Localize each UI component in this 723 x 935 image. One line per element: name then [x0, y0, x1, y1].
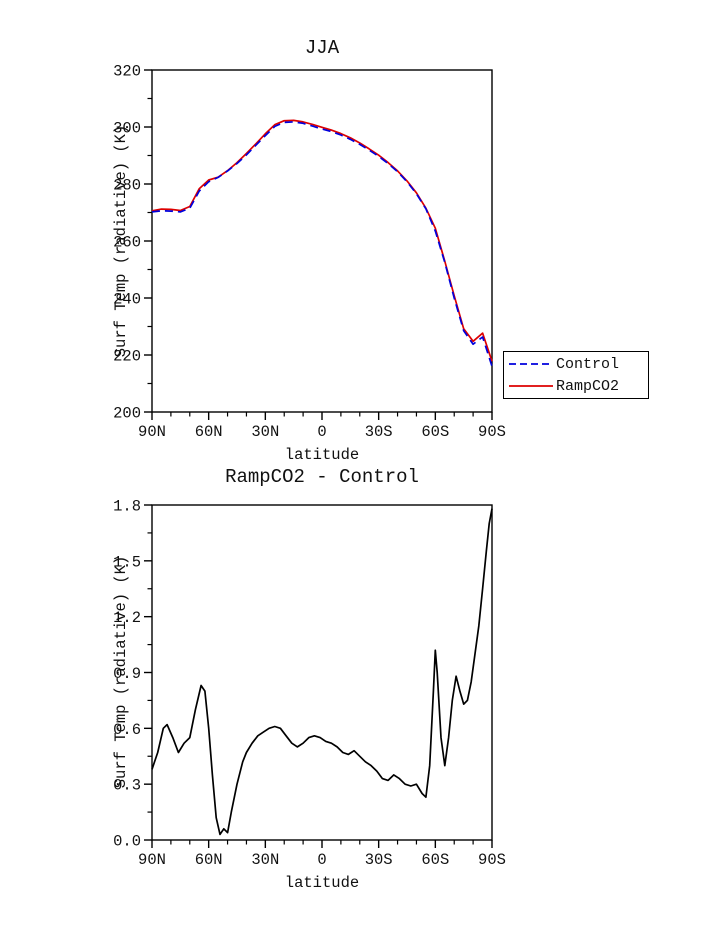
bottom-chart-x-tick-label: 60N: [195, 851, 223, 869]
bottom-chart-frame: [151, 504, 493, 841]
top-chart-y-tick-label: 240: [113, 291, 141, 309]
bottom-chart-x-tick-label: 30N: [251, 851, 279, 869]
legend-line-sample-control: [509, 363, 553, 365]
bottom-chart-y-tick-label: 0.9: [113, 665, 141, 683]
top-chart-x-tick-label: 60N: [195, 423, 223, 441]
bottom-chart-x-tick-label: 90S: [478, 851, 506, 869]
bottom-chart-y-tick-label: 0.0: [113, 833, 141, 851]
top-chart-y-tick-label: 300: [113, 120, 141, 138]
bottom-chart-x-tick-label: 60S: [421, 851, 449, 869]
bottom-chart-y-tick-label: 0.3: [113, 777, 141, 795]
bottom-chart-x-tick-label: 0: [317, 851, 326, 869]
legend-item-rampco2: RampCO2: [508, 375, 644, 397]
bottom-chart-y-tick-label: 1.5: [113, 553, 141, 571]
bottom-chart-x-axis-label: latitude: [284, 874, 360, 892]
legend: Control RampCO2: [503, 351, 649, 399]
legend-label-control: Control: [556, 355, 620, 373]
top-chart-x-tick-label: 30S: [365, 423, 393, 441]
top-chart-y-tick-label: 280: [113, 177, 141, 195]
top-chart-y-tick-label: 260: [113, 234, 141, 252]
bottom-chart-y-axis-label: Surf Temp (radiative) (K): [112, 555, 130, 789]
top-chart-curve-control: [151, 121, 493, 367]
legend-item-control: Control: [508, 353, 644, 375]
top-chart-x-tick-label: 0: [317, 423, 326, 441]
top-chart-y-tick-label: 200: [113, 405, 141, 423]
legend-line-sample-rampco2: [509, 385, 553, 387]
top-chart-y-tick-label: 220: [113, 348, 141, 366]
top-chart-x-tick-label: 90S: [478, 423, 506, 441]
bottom-chart-y-tick-label: 0.6: [113, 721, 141, 739]
bottom-chart-y-tick-label: 1.8: [113, 498, 141, 516]
top-chart-title: JJA: [304, 37, 340, 59]
top-chart-y-axis-label: Surf Temp (radiative) (K): [112, 124, 130, 358]
top-chart-curve-rampco2: [151, 119, 493, 362]
top-chart-x-tick-label: 30N: [251, 423, 279, 441]
bottom-chart-curve-rampco2-control: [151, 508, 493, 836]
top-chart-frame: [151, 69, 493, 413]
bottom-chart-y-tick-label: 1.2: [113, 609, 141, 627]
bottom-chart-x-tick-label: 90N: [138, 851, 166, 869]
top-chart-y-tick-label: 320: [113, 63, 141, 81]
top-chart-x-tick-label: 60S: [421, 423, 449, 441]
bottom-chart-x-tick-label: 30S: [365, 851, 393, 869]
top-chart-x-axis-label: latitude: [284, 446, 360, 464]
legend-label-rampco2: RampCO2: [556, 377, 620, 395]
bottom-chart-title: RampCO2 - Control: [225, 466, 419, 488]
top-chart-x-tick-label: 90N: [138, 423, 166, 441]
